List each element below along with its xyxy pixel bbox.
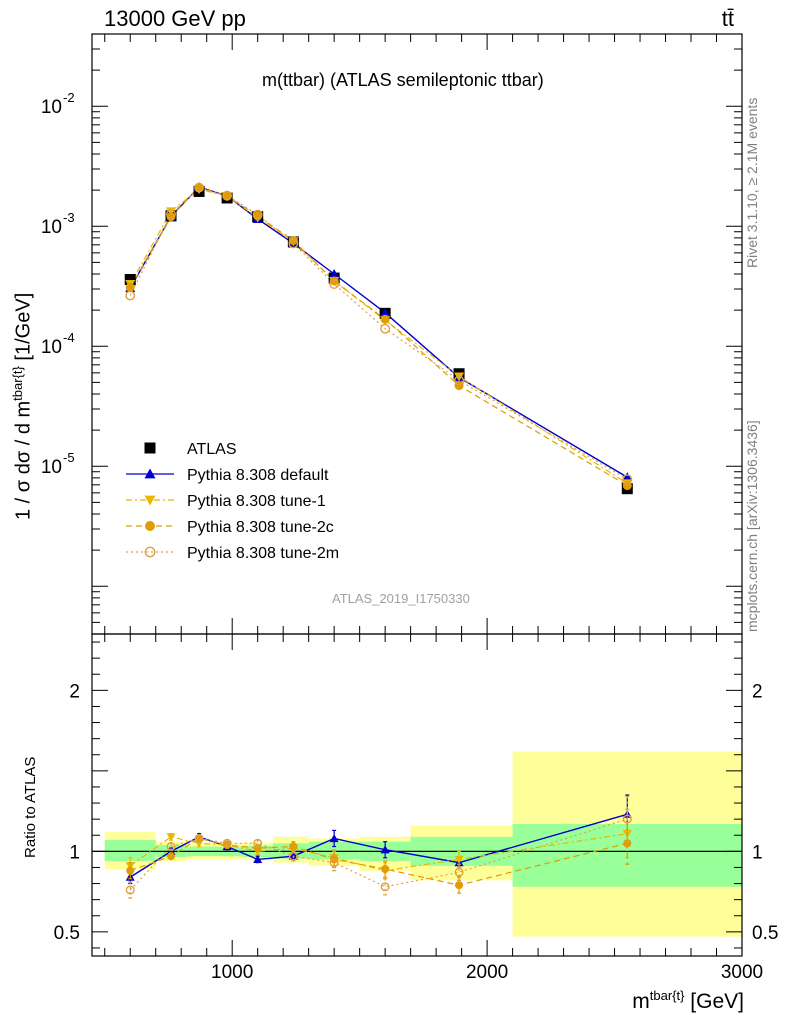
main-point-3-7	[380, 314, 390, 324]
y-tick-exp-2: -4	[63, 330, 75, 345]
ratio-point-3-0	[125, 885, 135, 895]
ratio-point-3-7	[380, 882, 390, 892]
legend-label-4: Pythia 8.308 tune-2m	[187, 545, 339, 562]
ratio-point-2-7	[381, 865, 390, 874]
ratio-point-3-1	[166, 841, 176, 852]
main-point-4-9	[622, 474, 633, 485]
ratio-series-line-0	[129, 813, 628, 878]
ratio-y-tick-label-right-2: 2	[752, 681, 763, 702]
rivet-version-label: Rivet 3.1.10, ≥ 2.1M events	[744, 97, 760, 268]
y-axis-label-sup: tbar{t}	[10, 366, 25, 401]
main-point-3-6	[329, 276, 339, 286]
main-point-4-3	[222, 190, 233, 201]
ratio-point-2-2	[195, 834, 204, 843]
ratio-point-3-5	[288, 851, 298, 861]
main-point-2-1	[166, 207, 177, 217]
main-point-3-2	[194, 183, 204, 193]
main-point-4-2	[194, 182, 205, 193]
legend-label-1: Pythia 8.308 default	[187, 467, 329, 484]
ratio-point-0-6	[329, 833, 339, 843]
ratio-y-axis-label: Ratio to ATLAS	[22, 756, 39, 858]
x-tick-label-3000: 3000	[721, 962, 763, 983]
ratio-point-1-1	[166, 833, 176, 842]
legend-label-2: Pythia 8.308 tune-1	[187, 493, 326, 510]
ratio-series-line-3	[129, 818, 628, 891]
main-series-line-4	[129, 186, 628, 480]
legend-marker-2	[144, 495, 156, 506]
ratio-point-2-8	[455, 881, 464, 890]
ratio-point-3-9	[622, 814, 632, 824]
plot-title: m(ttbar) (ATLAS semileptonic ttbar)	[262, 70, 544, 90]
main-point-1-6	[329, 269, 340, 278]
main-point-3-3	[222, 191, 232, 201]
analysis-id: ATLAS_2019_I1750330	[332, 591, 470, 606]
x-axis-label: mtbar{t} [GeV]	[632, 988, 744, 1014]
x-axis-label-unit: [GeV]	[690, 990, 744, 1013]
ratio-point-3-3	[222, 838, 232, 848]
legend-label-0: ATLAS	[187, 441, 237, 458]
y-tick-exp-0: -2	[63, 90, 75, 105]
main-series-line-1	[129, 186, 628, 478]
y-axis-label-unit: [1/GeV]	[12, 292, 35, 361]
x-axis-label-main: m	[632, 990, 650, 1013]
ratio-point-1-8	[454, 855, 464, 864]
ratio-point-3-4	[253, 838, 263, 848]
ratio-point-0-4	[253, 854, 263, 863]
main-panel-frame	[91, 33, 743, 635]
y-tick-exp-3: -5	[63, 450, 75, 465]
x-axis-label-sup: tbar{t}	[649, 988, 685, 1003]
ratio-series-line-2	[130, 837, 628, 886]
x-tick-label-2000: 2000	[466, 962, 508, 983]
mcplots-label: mcplots.cern.ch [arXiv:1306.3436]	[744, 420, 760, 632]
ratio-y-tick-label-left-2: 2	[69, 681, 80, 702]
legend-marker-1	[144, 468, 156, 479]
ratio-point-2-1	[166, 852, 176, 861]
y-tick-exp-1: -3	[63, 210, 75, 225]
legend-marker-4	[144, 546, 156, 558]
main-point-4-1	[166, 209, 176, 220]
legend-marker-3	[145, 521, 155, 531]
ratio-point-3-2	[194, 833, 204, 843]
x-tick-label-1000: 1000	[211, 962, 253, 983]
main-point-1-9	[622, 472, 633, 482]
main-point-4-5	[288, 238, 299, 249]
ratio-y-tick-label-right-1: 1	[752, 842, 763, 863]
y-axis-label: 1 / σ dσ / d mtbar{t} [1/GeV]	[10, 293, 36, 520]
main-series-line-2	[129, 188, 628, 484]
main-series-line-3	[129, 186, 628, 487]
main-point-4-4	[252, 209, 263, 220]
main-point-3-0	[125, 282, 135, 292]
header-energy: 13000 GeV pp	[104, 6, 246, 31]
ratio-point-3-6	[329, 858, 339, 868]
main-point-2-8	[454, 372, 465, 382]
ratio-point-2-5	[289, 842, 298, 851]
main-point-4-6	[329, 279, 340, 289]
y-tick-label-3: 10	[41, 457, 62, 478]
ratio-y-tick-label-left-0.5: 0.5	[54, 923, 80, 944]
ratio-y-tick-label-right-0.5: 0.5	[752, 923, 778, 944]
main-point-4-8	[454, 375, 465, 386]
main-point-3-1	[166, 212, 176, 222]
main-point-4-0	[125, 290, 136, 301]
header-process: tt̄	[721, 6, 734, 31]
main-point-0-0	[124, 273, 136, 285]
main-point-1-7	[380, 307, 391, 317]
main-point-3-5	[288, 236, 298, 246]
ratio-point-3-8	[454, 867, 464, 877]
y-axis-label-main: 1 / σ dσ / d m	[12, 400, 35, 520]
y-tick-label-0: 10	[41, 97, 62, 118]
ratio-point-2-0	[126, 866, 135, 875]
main-point-4-7	[380, 323, 391, 334]
legend-label-3: Pythia 8.308 tune-2c	[187, 519, 334, 536]
ratio-y-tick-label-left-1: 1	[69, 842, 80, 863]
y-tick-label-2: 10	[41, 337, 62, 358]
ratio-point-0-7	[380, 845, 390, 854]
legend-marker-0	[144, 442, 156, 454]
ratio-panel-frame	[91, 633, 743, 957]
ratio-point-2-9	[623, 839, 632, 848]
ratio-band-inner-0	[104, 840, 156, 862]
y-tick-label-1: 10	[41, 217, 62, 238]
